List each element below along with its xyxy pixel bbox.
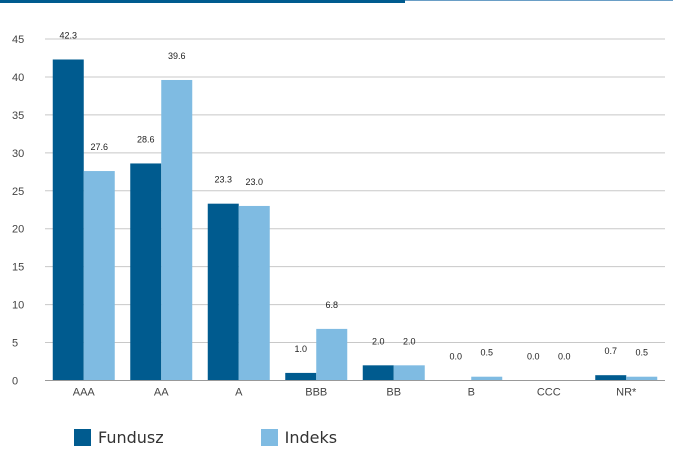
data-label: 23.3 [214,175,232,185]
legend-swatch-fundusz [74,429,91,446]
x-tick-label: B [468,387,475,399]
y-tick-label: 15 [12,262,24,274]
y-tick-label: 10 [12,300,24,312]
bar-fundusz-bb [362,365,394,381]
data-label: 0.5 [635,348,648,358]
data-label: 0.5 [480,348,493,358]
x-axis-tick-labels: AAA AA A BBB BB B CCC NR* [73,387,637,399]
data-label: 1.0 [294,344,307,354]
x-tick-label: BBB [305,387,327,399]
y-tick-label: 0 [12,376,18,388]
x-tick-label: AA [154,387,169,399]
bar-indeks-nrstar [626,376,658,381]
bar-fundusz-nrstar [595,375,627,381]
y-tick-label: 30 [12,148,24,160]
y-tick-label: 35 [12,110,24,122]
legend: Fundusz Indeks [74,428,337,447]
legend-label-indeks: Indeks [284,428,338,447]
data-label: 28.6 [137,134,155,144]
data-label: 0.0 [558,352,571,362]
x-tick-label: NR* [616,387,637,399]
data-label: 0.0 [527,352,540,362]
data-label: 39.6 [168,51,186,61]
bar-indeks-bb [393,365,425,381]
bar-fundusz-bbb [285,372,317,381]
bar-fundusz-aaa [52,59,84,381]
bar-indeks-aa [161,79,193,381]
bar-fundusz-aa [130,163,162,381]
header-accent-bar [0,0,405,3]
legend-swatch-indeks [260,429,278,446]
data-labels: 42.3 27.6 28.6 39.6 23.3 23.0 1.0 6.8 2.0 2.0 0.0 0… [59,30,648,361]
data-label: 2.0 [403,336,416,346]
bar-indeks-a [238,205,270,381]
bar-fundusz-a [207,203,239,381]
data-label: 2.0 [372,336,385,346]
legend-item-indeks: Indeks [260,428,338,447]
x-tick-label: BB [386,387,401,399]
header-accent-line [405,0,673,1]
y-tick-label: 45 [12,34,24,46]
x-tick-label: A [235,387,243,399]
bar-chart: 0 5 10 15 20 25 30 35 40 45 42.3 27.6 28.6 39.6 23.3 2… [12,30,665,399]
y-axis-tick-labels: 0 5 10 15 20 25 30 35 40 45 [12,34,24,388]
y-tick-label: 25 [12,186,24,198]
y-tick-label: 5 [12,338,18,350]
legend-item-fundusz: Fundusz [74,428,164,447]
bar-indeks-aaa [83,171,115,381]
gridlines [45,38,665,344]
x-tick-label: AAA [73,387,96,399]
data-label: 6.8 [325,300,338,310]
x-tick-label: CCC [537,387,561,399]
legend-label-fundusz: Fundusz [98,428,164,447]
bar-indeks-bbb [316,328,348,381]
y-tick-label: 20 [12,224,24,236]
data-label: 42.3 [59,30,77,40]
data-label: 23.0 [245,177,263,187]
data-label: 0.7 [604,346,617,356]
bar-indeks-b [471,376,503,381]
data-label: 27.6 [90,142,108,152]
bars [52,59,658,381]
y-tick-label: 40 [12,72,24,84]
data-label: 0.0 [449,352,462,362]
